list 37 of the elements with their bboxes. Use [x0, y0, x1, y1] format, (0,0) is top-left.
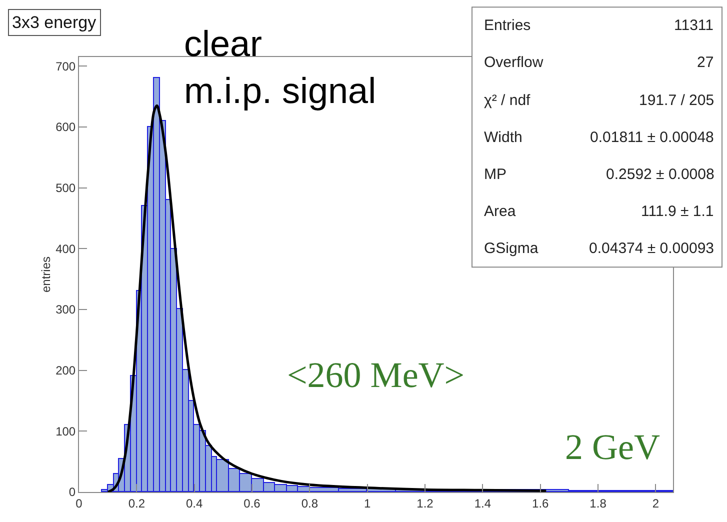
- annotation: 2 GeV: [565, 427, 660, 467]
- annotation: Overflow: [484, 54, 544, 71]
- y-tick-label: 700: [56, 59, 76, 74]
- annotation: <260 MeV>: [287, 355, 465, 395]
- y-tick-label: 100: [56, 424, 76, 438]
- x-tick-label: 1: [364, 496, 372, 510]
- x-tick-label: 1.6: [532, 496, 550, 510]
- annotation: Area: [484, 203, 516, 220]
- x-tick-label: 0.8: [301, 496, 318, 510]
- x-tick-label: 2: [652, 496, 660, 510]
- y-tick-label: 500: [56, 181, 76, 195]
- x-tick-label: 0.2: [128, 496, 146, 510]
- y-tick-label: 0: [68, 485, 76, 500]
- annotation: 191.7 / 205: [639, 92, 714, 109]
- annotation: 0.04374 ± 0.00093: [589, 240, 714, 257]
- y-tick-label: 400: [56, 242, 76, 256]
- text: Entries: [484, 17, 531, 34]
- annotation: GSigma: [484, 240, 539, 257]
- text: 27: [697, 54, 714, 71]
- y-tick-label: 300: [56, 302, 76, 317]
- annotation: χ² / ndf: [484, 92, 532, 109]
- annotation: 0.01811 ± 0.00048: [590, 129, 714, 146]
- y-tick-label: 600: [56, 120, 76, 134]
- annotation: MP: [484, 166, 506, 183]
- y-axis-title: entries: [38, 256, 53, 293]
- annotation: 111.9 ± 1.1: [641, 203, 714, 220]
- y-tick-label: 200: [56, 364, 76, 378]
- annotation: Width: [484, 129, 522, 146]
- chart-title: 3x3 energy: [12, 13, 97, 32]
- x-tick-label: 1.8: [590, 496, 607, 510]
- x-tick-label: 0.4: [186, 496, 204, 510]
- x-tick-label: 0.6: [244, 496, 261, 510]
- text: 11311: [674, 17, 714, 34]
- x-tick-label: 1.4: [474, 496, 492, 510]
- annotation: 0.2592 ± 0.0008: [606, 166, 714, 183]
- x-tick-label: 1.2: [416, 496, 434, 510]
- annotation: clear m.i.p. signal: [184, 23, 376, 111]
